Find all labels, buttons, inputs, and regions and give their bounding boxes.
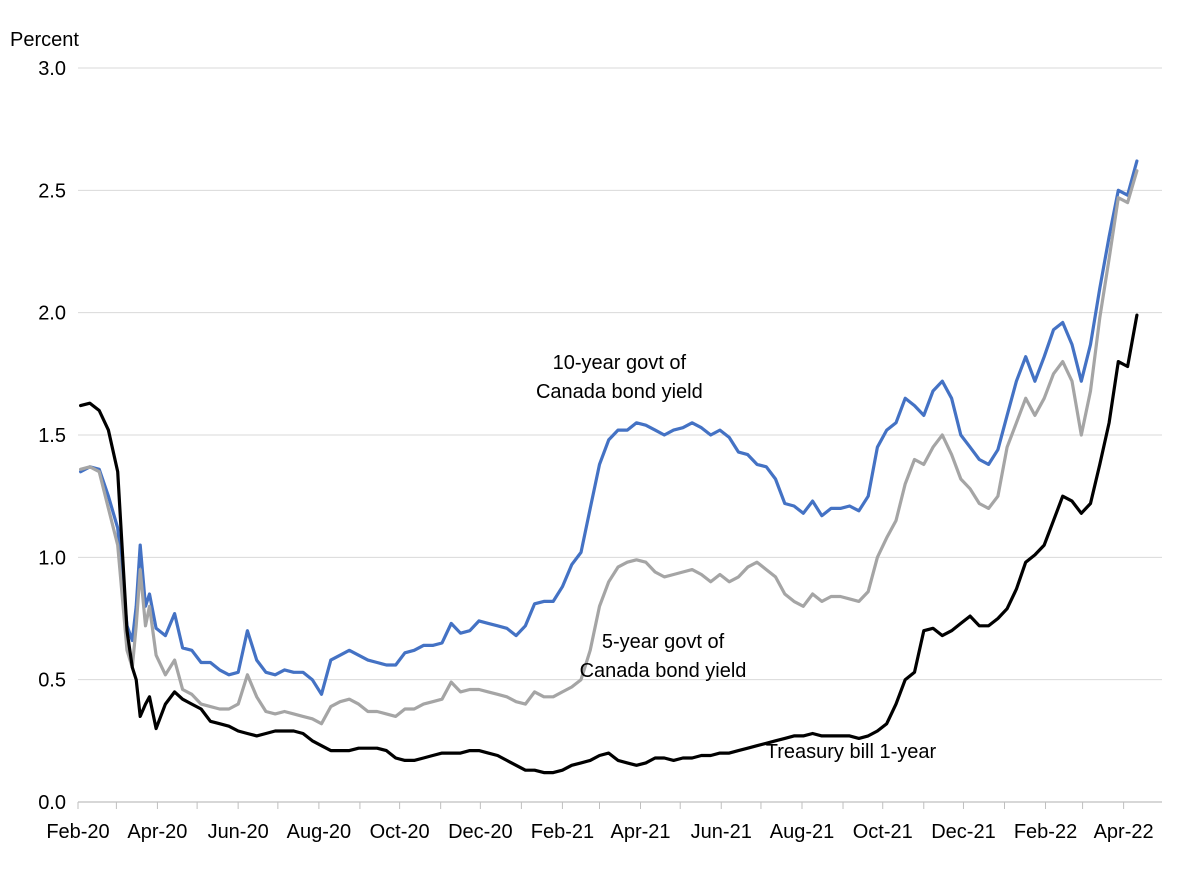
x-tick-label: Apr-21 (610, 821, 670, 843)
x-tick-label: Dec-20 (448, 821, 512, 843)
x-tick-label: Aug-20 (287, 821, 352, 843)
y-tick-label: 1.5 (38, 425, 66, 447)
series-annotation-label: Treasury bill 1-year (766, 741, 937, 763)
y-tick-label: 0.0 (38, 792, 66, 814)
y-tick-label: 2.0 (38, 303, 66, 325)
y-tick-label: 0.5 (38, 670, 66, 692)
x-tick-label: Feb-20 (46, 821, 109, 843)
x-tick-label: Aug-21 (770, 821, 835, 843)
x-tick-label: Oct-20 (370, 821, 430, 843)
series-annotation-label: Canada bond yield (580, 660, 747, 682)
x-tick-label: Oct-21 (853, 821, 913, 843)
x-tick-label: Jun-20 (208, 821, 269, 843)
series-annotation-label: 10-year govt of (553, 352, 687, 374)
series-line (78, 313, 1139, 775)
y-tick-label: 3.0 (38, 58, 66, 80)
series-annotation-label: 5-year govt of (602, 631, 725, 653)
x-tick-label: Feb-22 (1014, 821, 1077, 843)
y-axis-unit-label: Percent (10, 29, 79, 51)
y-tick-label: 1.0 (38, 547, 66, 569)
y-tick-label: 2.5 (38, 180, 66, 202)
series-line (78, 169, 1139, 726)
x-axis: Feb-20 Apr-20 Jun-20 Aug-20 Oct-20 Dec-20 Feb-… (46, 801, 1162, 843)
x-tick-label: Apr-22 (1094, 821, 1154, 843)
gridlines (78, 67, 1162, 681)
series-lines (78, 159, 1139, 775)
series-annotations: 10-year govt of Canada bond yield 5-year g… (536, 352, 937, 763)
x-tick-label: Feb-21 (531, 821, 594, 843)
x-tick-label: Apr-20 (127, 821, 187, 843)
x-tick-label: Jun-21 (691, 821, 752, 843)
x-tick-label: Dec-21 (931, 821, 995, 843)
series-line (78, 159, 1139, 696)
series-annotation-label: Canada bond yield (536, 381, 703, 403)
y-axis-ticks: 0.0 0.5 1.0 1.5 2.0 2.5 3.0 (38, 58, 66, 814)
